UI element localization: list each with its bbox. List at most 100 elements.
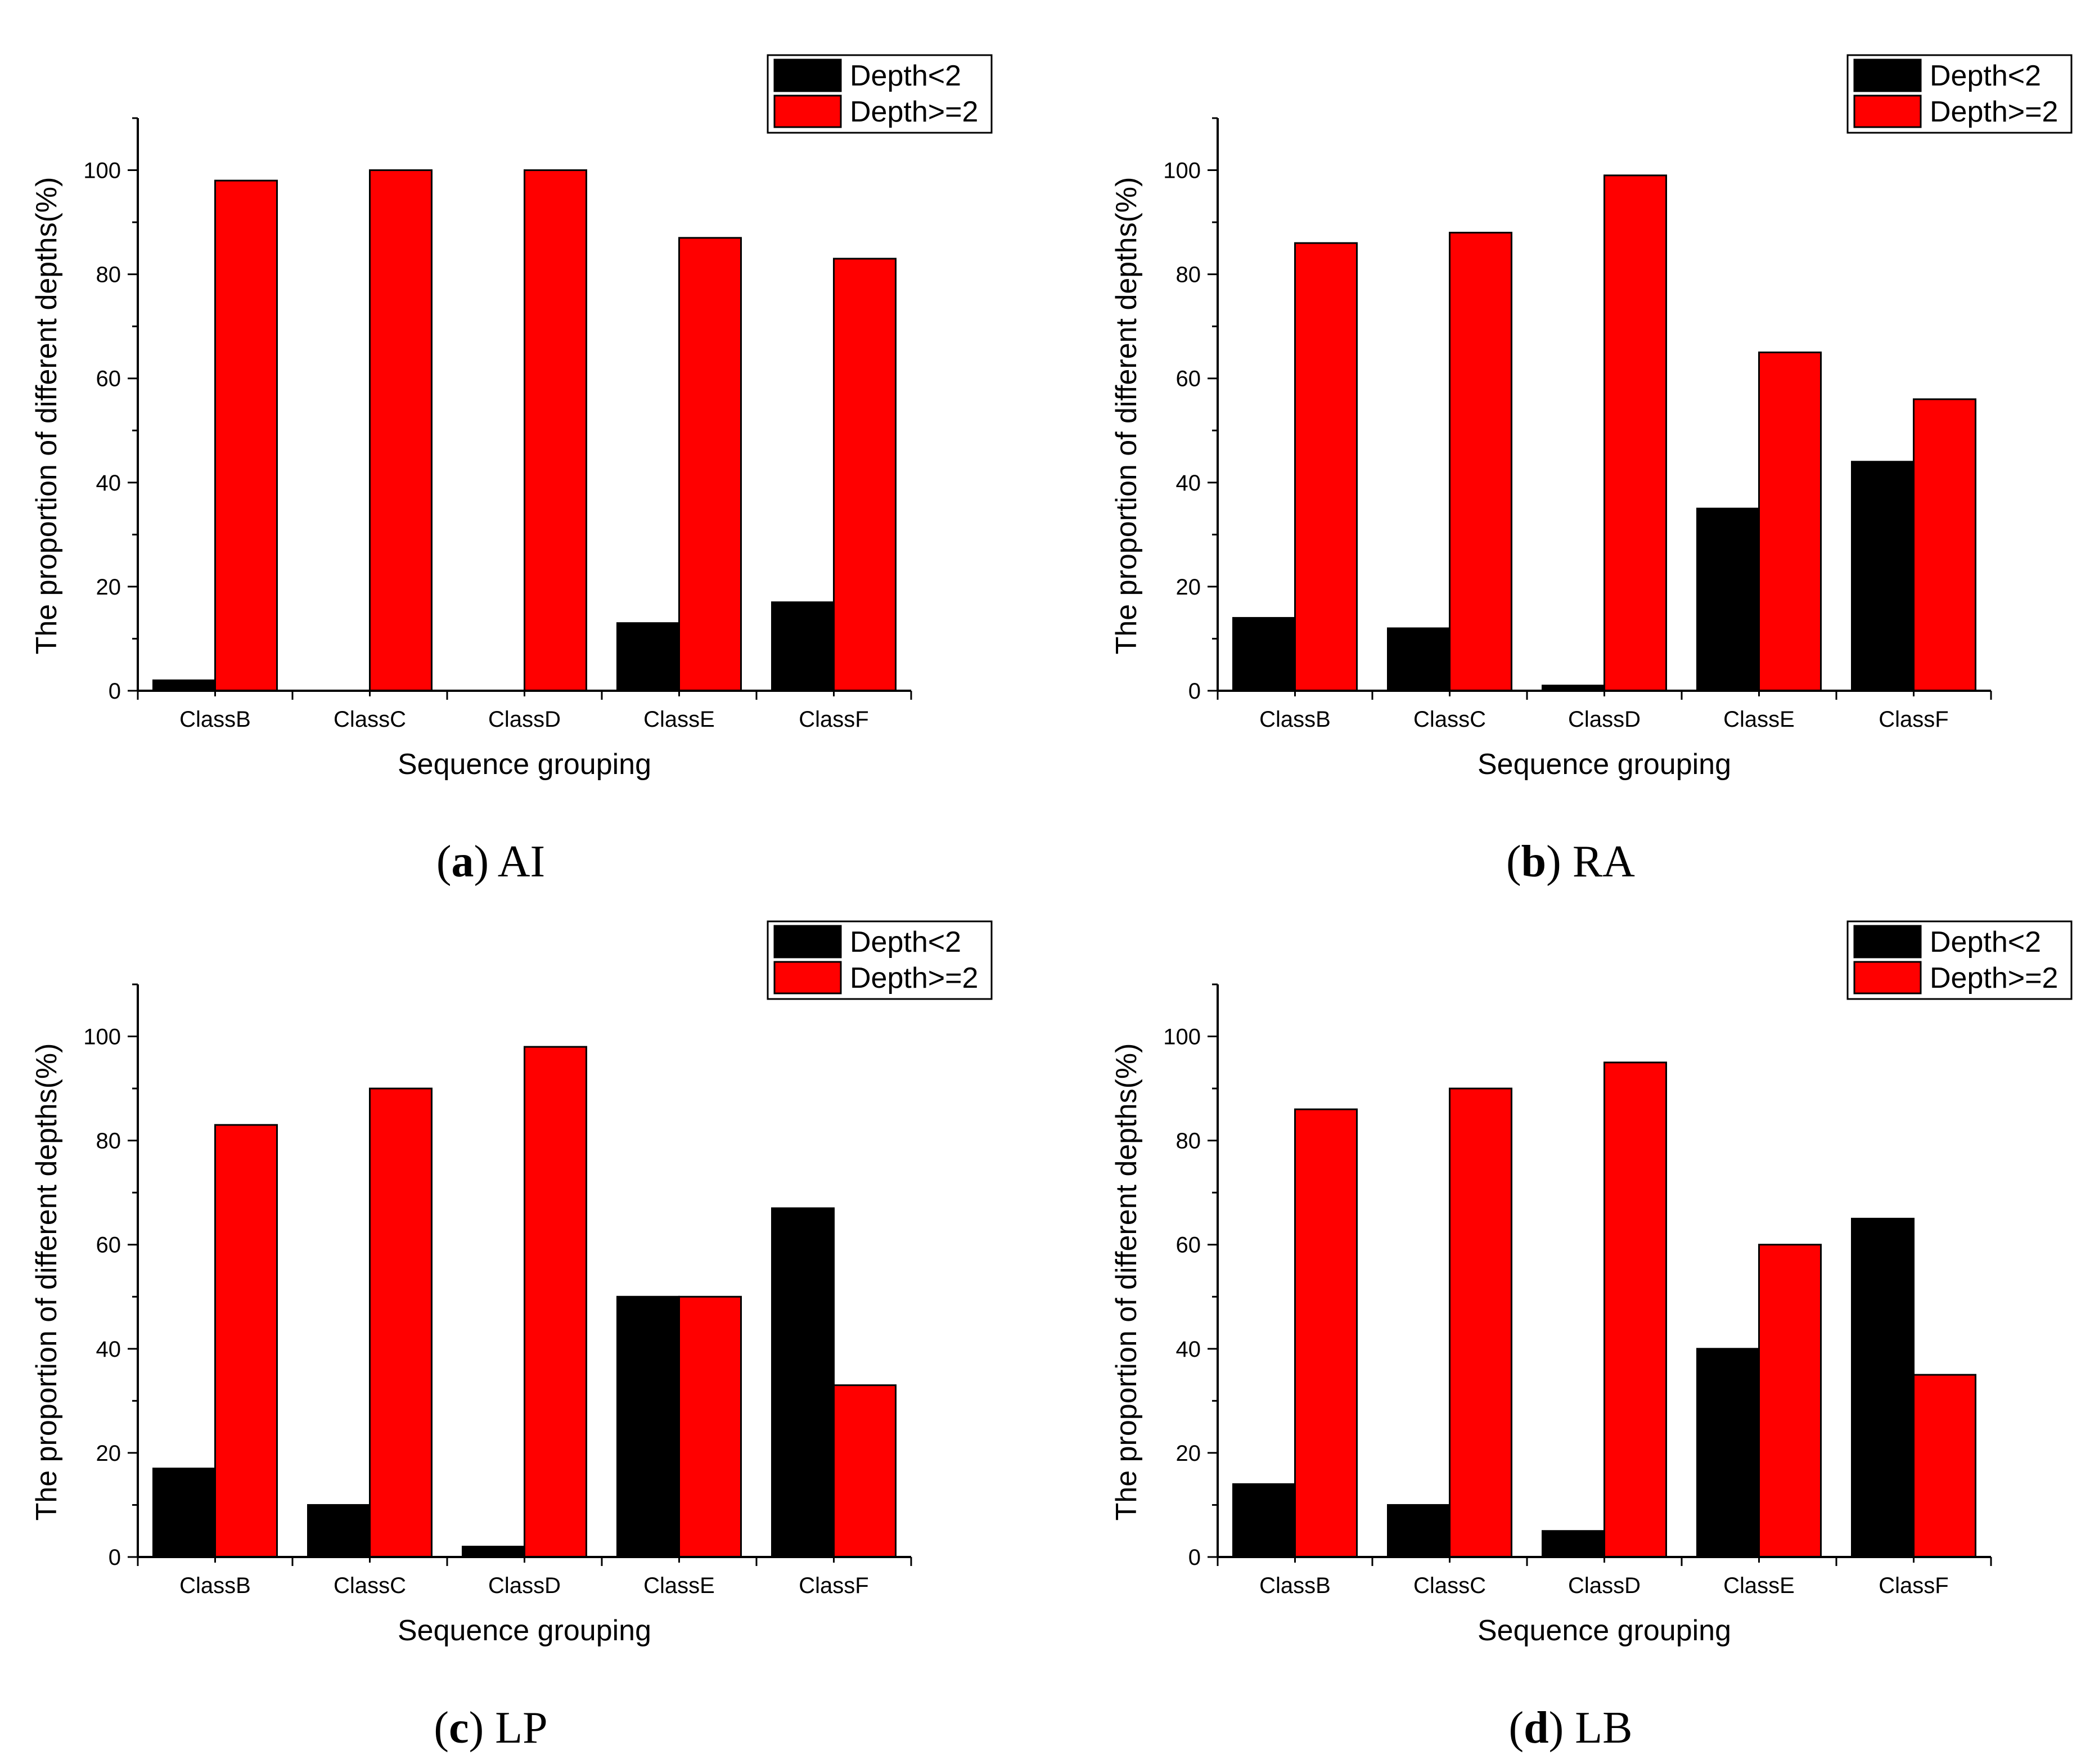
y-tick-label: 0	[1188, 679, 1201, 704]
legend-label-depth-lt2: Depth<2	[850, 926, 961, 958]
bar-depth-ge2-ClassE	[678, 1295, 742, 1558]
bar-depth-ge2-ClassE	[1758, 1244, 1822, 1558]
x-tick-label-ClassD: ClassD	[1568, 1573, 1641, 1598]
bar-depth-ge2-ClassF	[833, 258, 897, 692]
y-tick-label: 80	[1176, 1129, 1201, 1154]
bar-depth-ge2-ClassC	[369, 169, 433, 692]
y-tick-label: 60	[1176, 1233, 1201, 1258]
x-tick-label-ClassF: ClassF	[799, 707, 868, 732]
bar-depth-ge2-ClassC	[369, 1087, 433, 1558]
bar-depth-ge2-ClassF	[833, 1384, 897, 1558]
bar-depth-ge2-ClassE	[1758, 351, 1822, 692]
bar-depth-ge2-ClassD	[1603, 174, 1667, 692]
y-tick-label: 80	[96, 1129, 121, 1154]
bar-depth-ge2-ClassD	[1603, 1061, 1667, 1558]
legend-swatch-depth-lt2	[773, 58, 842, 92]
bar-depth-lt2-ClassD	[1542, 1530, 1605, 1558]
bar-depth-lt2-ClassF	[771, 601, 835, 692]
subfigure-caption: (b) RA	[1506, 837, 1635, 886]
bar-depth-lt2-ClassE	[616, 1295, 680, 1558]
y-tick-label: 60	[1176, 367, 1201, 392]
bar-depth-ge2-ClassF	[1913, 1374, 1976, 1558]
caption-letter: b	[1521, 837, 1547, 886]
x-tick-label-ClassB: ClassB	[1259, 707, 1331, 732]
bar-depth-ge2-ClassC	[1449, 232, 1512, 692]
x-tick-label-ClassB: ClassB	[179, 1573, 251, 1598]
bar-depth-lt2-ClassC	[1387, 627, 1451, 692]
x-axis-title: Sequence grouping	[1478, 748, 1731, 781]
bar-depth-lt2-ClassB	[1232, 1483, 1296, 1558]
y-tick-label: 80	[1176, 263, 1201, 287]
y-tick-label: 60	[96, 367, 121, 392]
caption-letter: c	[449, 1703, 469, 1753]
x-tick-label-ClassE: ClassE	[643, 707, 715, 732]
y-tick-label: 20	[96, 1441, 121, 1466]
y-tick-label: 60	[96, 1233, 121, 1258]
caption-letter: d	[1524, 1703, 1549, 1753]
y-tick-label: 20	[1176, 1441, 1201, 1466]
y-tick-label: 0	[1188, 1545, 1201, 1570]
caption-text: AI	[498, 837, 545, 886]
y-tick-label: 100	[1163, 159, 1201, 183]
y-tick-label: 20	[1176, 575, 1201, 600]
x-tick-label-ClassB: ClassB	[179, 707, 251, 732]
y-tick-label: 100	[83, 1025, 121, 1050]
bar-depth-ge2-ClassD	[524, 1046, 587, 1558]
y-tick-label: 100	[83, 159, 121, 183]
x-tick-label-ClassE: ClassE	[1723, 707, 1795, 732]
bar-depth-lt2-ClassD	[462, 1545, 525, 1558]
y-axis-title: The proportion of different depths(%)	[1110, 1043, 1143, 1521]
x-tick-label-ClassD: ClassD	[488, 1573, 561, 1598]
legend-label-depth-ge2: Depth>=2	[1930, 96, 2058, 128]
legend-swatch-depth-lt2	[773, 925, 842, 958]
legend-label-depth-ge2: Depth>=2	[1930, 962, 2058, 994]
caption-text: RA	[1573, 837, 1635, 886]
bar-depth-lt2-ClassB	[1232, 616, 1296, 692]
x-tick-label-ClassE: ClassE	[1723, 1573, 1795, 1598]
x-tick-label-ClassF: ClassF	[799, 1573, 868, 1598]
x-axis-title: Sequence grouping	[398, 748, 651, 781]
subfigure-caption: (a) AI	[436, 837, 545, 886]
legend-swatch-depth-ge2	[773, 961, 842, 994]
x-axis-title: Sequence grouping	[1478, 1614, 1731, 1647]
legend-swatch-depth-ge2	[773, 94, 842, 128]
legend-swatch-depth-lt2	[1853, 58, 1922, 92]
y-tick-label: 0	[109, 1545, 121, 1570]
bar-depth-ge2-ClassB	[214, 1124, 278, 1558]
y-tick-label: 100	[1163, 1025, 1201, 1050]
bar-depth-lt2-ClassB	[152, 1468, 216, 1558]
y-tick-label: 20	[96, 575, 121, 600]
bar-depth-lt2-ClassF	[1851, 461, 1915, 692]
bar-depth-ge2-ClassF	[1913, 398, 1976, 692]
y-tick-label: 40	[96, 1337, 121, 1362]
legend-swatch-depth-ge2	[1853, 961, 1922, 994]
y-axis-title: The proportion of different depths(%)	[30, 177, 63, 655]
caption-letter: a	[451, 837, 474, 886]
bar-depth-ge2-ClassC	[1449, 1087, 1512, 1558]
bar-depth-lt2-ClassC	[307, 1504, 371, 1558]
panel-a: 0 20 40 60 80 100 ClassB ClassC ClassD ClassE Clas…	[30, 54, 993, 886]
x-tick-label-ClassC: ClassC	[1413, 1573, 1486, 1598]
y-tick-label: 40	[96, 471, 121, 496]
x-tick-label-ClassE: ClassE	[643, 1573, 715, 1598]
bar-depth-lt2-ClassB	[152, 679, 216, 692]
bar-depth-ge2-ClassE	[678, 237, 742, 692]
panel-b: 0 20 40 60 80 100 ClassB ClassC ClassD ClassE Clas…	[1110, 54, 2073, 886]
legend-label-depth-lt2: Depth<2	[1930, 60, 2041, 92]
subfigure-caption: (d) LB	[1508, 1703, 1632, 1753]
y-tick-label: 80	[96, 263, 121, 287]
bar-depth-ge2-ClassD	[524, 169, 587, 692]
x-tick-label-ClassF: ClassF	[1879, 1573, 1948, 1598]
legend-label-depth-lt2: Depth<2	[1930, 926, 2041, 958]
caption-text: LP	[495, 1703, 547, 1753]
y-tick-label: 0	[109, 679, 121, 704]
y-tick-label: 40	[1176, 1337, 1201, 1362]
legend-label-depth-ge2: Depth>=2	[850, 96, 978, 128]
legend-swatch-depth-ge2	[1853, 94, 1922, 128]
bar-depth-ge2-ClassB	[1294, 242, 1358, 692]
y-axis-title: The proportion of different depths(%)	[1110, 177, 1143, 655]
legend-swatch-depth-lt2	[1853, 925, 1922, 958]
panel-c: 0 20 40 60 80 100 ClassB ClassC ClassD ClassE Clas…	[30, 920, 993, 1753]
x-tick-label-ClassC: ClassC	[334, 1573, 406, 1598]
